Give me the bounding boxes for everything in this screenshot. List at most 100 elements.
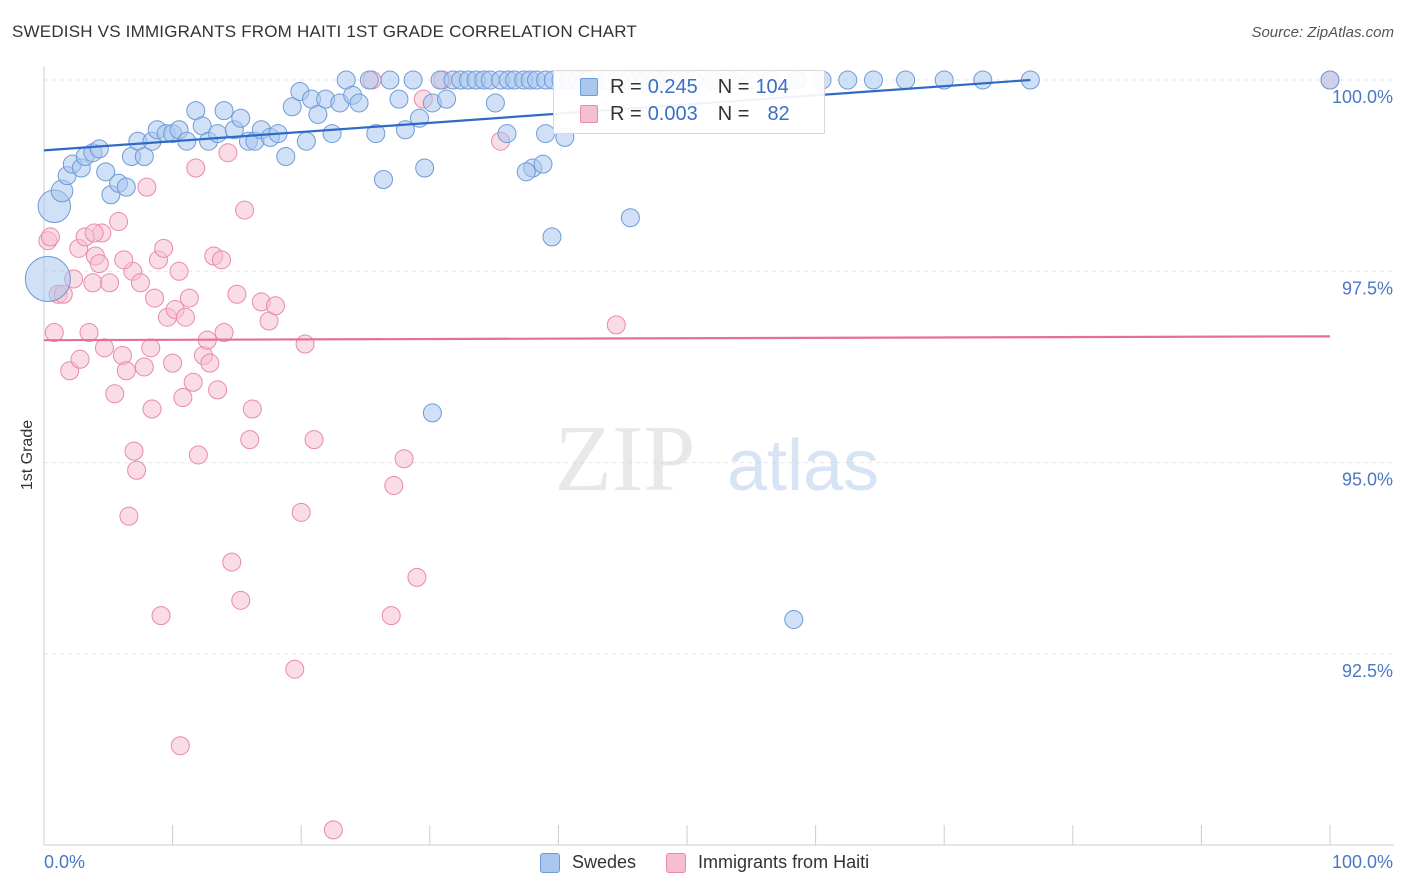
swedes-swatch xyxy=(580,78,598,96)
watermark-atlas: atlas xyxy=(727,426,879,506)
swedes-point xyxy=(485,93,505,113)
swedes-point xyxy=(863,70,883,90)
haiti-point xyxy=(134,357,154,377)
swedes-point xyxy=(620,208,640,228)
haiti-point xyxy=(183,372,203,392)
haiti-point xyxy=(154,238,174,258)
legend-item-haiti: Immigrants from Haiti xyxy=(666,852,869,873)
legend-r-value: 0.245 xyxy=(647,75,698,98)
swedes-point xyxy=(422,403,442,423)
swedes-point xyxy=(516,162,536,182)
haiti-point xyxy=(130,273,150,293)
haiti-point xyxy=(295,334,315,354)
swedes-point xyxy=(134,147,154,167)
haiti-point xyxy=(235,200,255,220)
haiti-point xyxy=(188,445,208,465)
haiti-point xyxy=(265,296,285,316)
legend-r-label: R = xyxy=(610,102,642,125)
haiti-point xyxy=(240,430,260,450)
y-tick-labels: 92.5% 95.0% 97.5% 100.0% xyxy=(1332,87,1393,681)
swedes-point xyxy=(838,70,858,90)
swedes-point xyxy=(89,139,109,159)
legend-row-swedes: R = 0.245 N = 104 xyxy=(580,74,789,100)
y-tick-label: 97.5% xyxy=(1342,278,1393,298)
swedes-point xyxy=(214,101,234,121)
haiti-point xyxy=(105,384,125,404)
swedes-point xyxy=(542,227,562,247)
swedes-swatch xyxy=(540,852,560,873)
haiti-trend-line xyxy=(43,335,1331,342)
haiti-point xyxy=(163,353,183,373)
swedes-point xyxy=(934,70,954,90)
haiti-point xyxy=(119,506,139,526)
legend-n-value: 82 xyxy=(767,102,790,125)
swedes-point xyxy=(349,93,369,113)
haiti-swatch xyxy=(580,105,598,123)
haiti-point xyxy=(285,659,305,679)
haiti-point xyxy=(151,606,171,626)
watermark: ZIP atlas xyxy=(555,407,880,511)
y-axis-label: 1st Grade xyxy=(19,419,36,491)
haiti-point xyxy=(242,399,262,419)
swedes-point xyxy=(276,147,296,167)
swedes-point xyxy=(359,70,379,90)
haiti-point xyxy=(84,223,104,243)
haiti-point xyxy=(208,380,228,400)
haiti-point xyxy=(170,736,190,756)
haiti-point xyxy=(94,338,114,358)
swedes-point xyxy=(896,70,916,90)
trend-lines xyxy=(43,78,1331,342)
legend-r-value: 0.003 xyxy=(647,102,698,125)
legend-label-swedes: Swedes xyxy=(572,852,637,872)
x-tick-label-min: 0.0% xyxy=(44,852,86,872)
haiti-point xyxy=(141,338,161,358)
haiti-point xyxy=(173,388,193,408)
y-tick-label: 92.5% xyxy=(1342,661,1393,681)
swedes-point xyxy=(389,89,409,109)
legend-n-label: N = xyxy=(717,102,750,125)
swedes-point xyxy=(308,104,328,124)
swedes-points xyxy=(24,70,1340,629)
series-legend: Swedes Immigrants from Haiti xyxy=(540,852,899,873)
legend-n-value: 104 xyxy=(755,75,789,98)
legend-r-label: R = xyxy=(610,75,642,98)
swedes-point xyxy=(322,124,342,144)
swedes-point xyxy=(231,108,251,128)
haiti-point xyxy=(214,323,234,343)
haiti-point xyxy=(169,261,189,281)
legend-row-haiti: R = 0.003 N = 82 xyxy=(580,101,790,127)
swedes-point xyxy=(282,97,302,117)
swedes-point xyxy=(536,124,556,144)
swedes-point xyxy=(296,131,316,151)
haiti-point xyxy=(606,315,626,335)
stats-legend: R = 0.245 N = 104 R = 0.003 N = 82 xyxy=(553,70,825,134)
haiti-point xyxy=(145,288,165,308)
haiti-point xyxy=(323,820,343,840)
haiti-point xyxy=(100,273,120,293)
swedes-point xyxy=(497,124,517,144)
haiti-point xyxy=(211,250,231,270)
legend-n-label: N = xyxy=(717,75,750,98)
swedes-point xyxy=(116,177,136,197)
haiti-point xyxy=(175,307,195,327)
swedes-point xyxy=(533,154,553,174)
haiti-point xyxy=(89,254,109,274)
swedes-point xyxy=(973,70,993,90)
y-tick-label: 100.0% xyxy=(1332,87,1393,107)
swedes-point xyxy=(374,169,394,189)
legend-label-haiti: Immigrants from Haiti xyxy=(698,852,870,872)
y-tick-label: 95.0% xyxy=(1342,470,1393,490)
swedes-point xyxy=(24,255,71,302)
haiti-point xyxy=(381,606,401,626)
swedes-point xyxy=(784,609,804,629)
swedes-point xyxy=(380,70,400,90)
haiti-point xyxy=(291,502,311,522)
haiti-point xyxy=(127,460,147,480)
haiti-point xyxy=(200,353,220,373)
haiti-point xyxy=(222,552,242,572)
haiti-point xyxy=(70,349,90,369)
haiti-point xyxy=(124,441,144,461)
legend-item-swedes: Swedes xyxy=(540,852,636,873)
haiti-point xyxy=(44,323,64,343)
